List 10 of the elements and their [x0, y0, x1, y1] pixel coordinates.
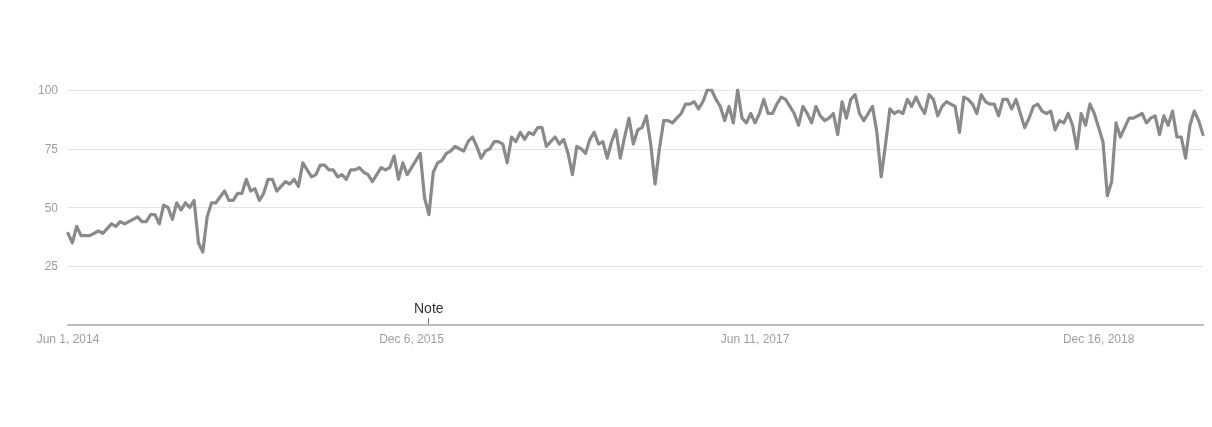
- x-tick-label: Jun 1, 2014: [36, 332, 100, 346]
- x-tick-label: Dec 6, 2015: [379, 332, 445, 346]
- x-tick-label: Jun 11, 2017: [720, 332, 790, 346]
- annotation: Note: [414, 300, 444, 316]
- y-tick-label: 25: [44, 259, 59, 274]
- line-series: [66, 88, 1205, 254]
- y-tick-label: 100: [37, 83, 59, 97]
- y-tick-label: 50: [44, 200, 59, 215]
- y-tick-label: 75: [44, 141, 59, 156]
- x-tick-label: Dec 16, 2018: [1062, 332, 1135, 346]
